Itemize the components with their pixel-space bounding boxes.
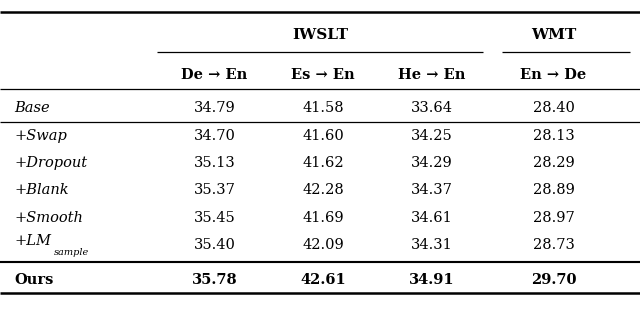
Text: Ours: Ours bbox=[14, 273, 54, 287]
Text: +Swap: +Swap bbox=[14, 129, 67, 142]
Text: De → En: De → En bbox=[181, 68, 248, 82]
Text: sample: sample bbox=[54, 248, 89, 257]
Text: 35.45: 35.45 bbox=[193, 211, 236, 225]
Text: 28.73: 28.73 bbox=[532, 238, 575, 252]
Text: 41.60: 41.60 bbox=[302, 129, 344, 142]
Text: 42.28: 42.28 bbox=[302, 183, 344, 197]
Text: 28.13: 28.13 bbox=[532, 129, 575, 142]
Text: He → En: He → En bbox=[398, 68, 466, 82]
Text: 41.62: 41.62 bbox=[302, 156, 344, 170]
Text: 34.25: 34.25 bbox=[411, 129, 453, 142]
Text: 41.69: 41.69 bbox=[302, 211, 344, 225]
Text: 35.78: 35.78 bbox=[191, 273, 237, 287]
Text: IWSLT: IWSLT bbox=[292, 28, 348, 42]
Text: Es → En: Es → En bbox=[291, 68, 355, 82]
Text: 34.91: 34.91 bbox=[409, 273, 455, 287]
Text: 34.37: 34.37 bbox=[411, 183, 453, 197]
Text: +LM: +LM bbox=[14, 234, 51, 248]
Text: 35.13: 35.13 bbox=[193, 156, 236, 170]
Text: 28.97: 28.97 bbox=[532, 211, 575, 225]
Text: 33.64: 33.64 bbox=[411, 101, 453, 115]
Text: 29.70: 29.70 bbox=[531, 273, 577, 287]
Text: 28.29: 28.29 bbox=[532, 156, 575, 170]
Text: 28.40: 28.40 bbox=[532, 101, 575, 115]
Text: Base: Base bbox=[14, 101, 50, 115]
Text: 35.37: 35.37 bbox=[193, 183, 236, 197]
Text: 42.61: 42.61 bbox=[300, 273, 346, 287]
Text: 42.09: 42.09 bbox=[302, 238, 344, 252]
Text: 28.89: 28.89 bbox=[532, 183, 575, 197]
Text: 34.31: 34.31 bbox=[411, 238, 453, 252]
Text: 34.79: 34.79 bbox=[193, 101, 236, 115]
Text: En → De: En → De bbox=[520, 68, 587, 82]
Text: 41.58: 41.58 bbox=[302, 101, 344, 115]
Text: +Blank: +Blank bbox=[14, 183, 68, 197]
Text: 35.40: 35.40 bbox=[193, 238, 236, 252]
Text: +Smooth: +Smooth bbox=[14, 211, 83, 225]
Text: 34.29: 34.29 bbox=[411, 156, 453, 170]
Text: 34.70: 34.70 bbox=[193, 129, 236, 142]
Text: +Dropout: +Dropout bbox=[14, 156, 87, 170]
Text: WMT: WMT bbox=[531, 28, 576, 42]
Text: 34.61: 34.61 bbox=[411, 211, 453, 225]
